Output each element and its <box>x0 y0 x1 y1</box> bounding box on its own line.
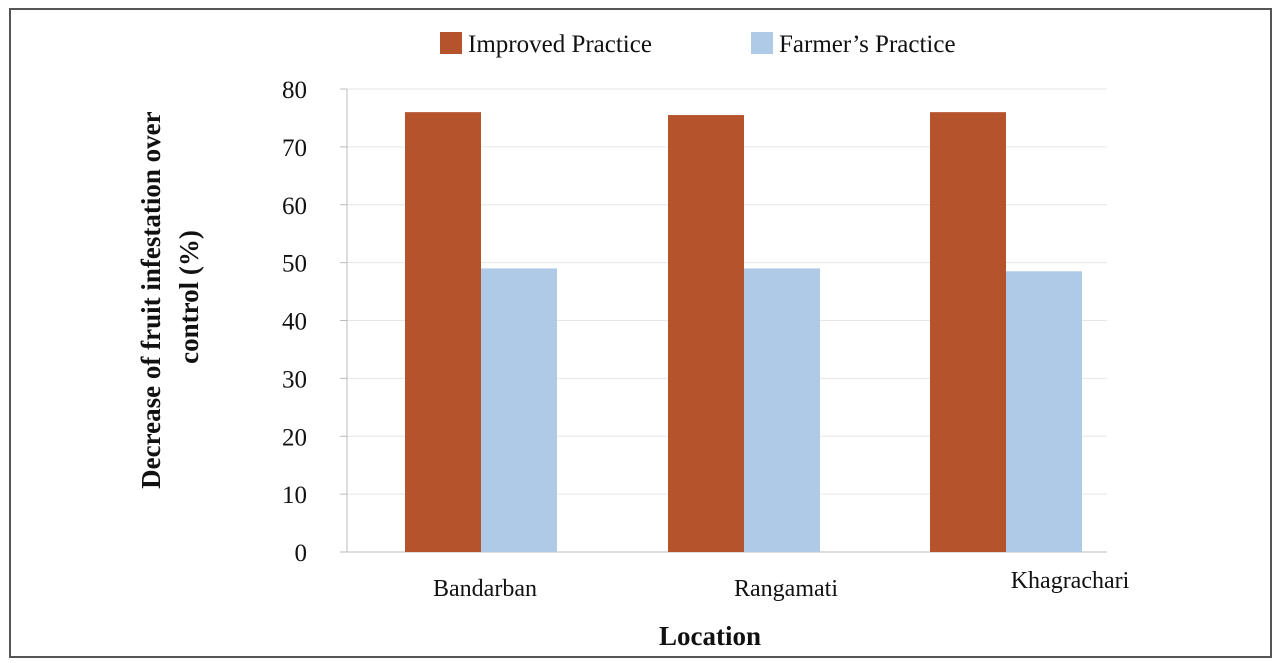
bar-improved-bandarban <box>405 112 481 553</box>
category-label: Khagrachari <box>1011 568 1130 594</box>
y-tick-label: 60 <box>282 193 307 220</box>
y-tick-label: 20 <box>282 424 307 451</box>
y-tick-label: 0 <box>295 540 308 567</box>
y-axis-title: Decrease of fruit infestation over contr… <box>136 105 204 489</box>
bar-farmers-rangamati <box>744 268 820 552</box>
category-label: Rangamati <box>734 576 838 602</box>
bar-improved-rangamati <box>668 115 744 552</box>
bar-improved-khagrachari <box>930 112 1006 553</box>
y-tick-label: 40 <box>282 309 307 336</box>
y-tick-label: 10 <box>282 482 307 509</box>
bars <box>405 112 1082 553</box>
y-tick-label: 70 <box>282 135 307 162</box>
y-tick-labels: 0 10 20 30 40 50 60 70 80 <box>282 77 347 567</box>
y-tick-label: 30 <box>282 366 307 393</box>
category-labels: Bandarban Rangamati Khagrachari <box>433 568 1130 602</box>
y-tick-label: 80 <box>282 77 307 104</box>
y-tick-label: 50 <box>282 251 307 278</box>
bar-farmers-bandarban <box>481 268 557 552</box>
bar-farmers-khagrachari <box>1006 271 1082 552</box>
legend-label: Improved Practice <box>468 31 652 58</box>
legend-swatch <box>751 32 773 54</box>
legend-swatch <box>440 32 462 54</box>
y-axis-title-line-2: control (%) <box>174 230 204 364</box>
legend-label: Farmer’s Practice <box>779 31 956 58</box>
y-axis-title-line-1: Decrease of fruit infestation over <box>136 111 166 488</box>
legend: Improved Practice Farmer’s Practice <box>440 31 956 58</box>
x-axis-title: Location <box>659 621 761 651</box>
category-label: Bandarban <box>433 576 537 602</box>
